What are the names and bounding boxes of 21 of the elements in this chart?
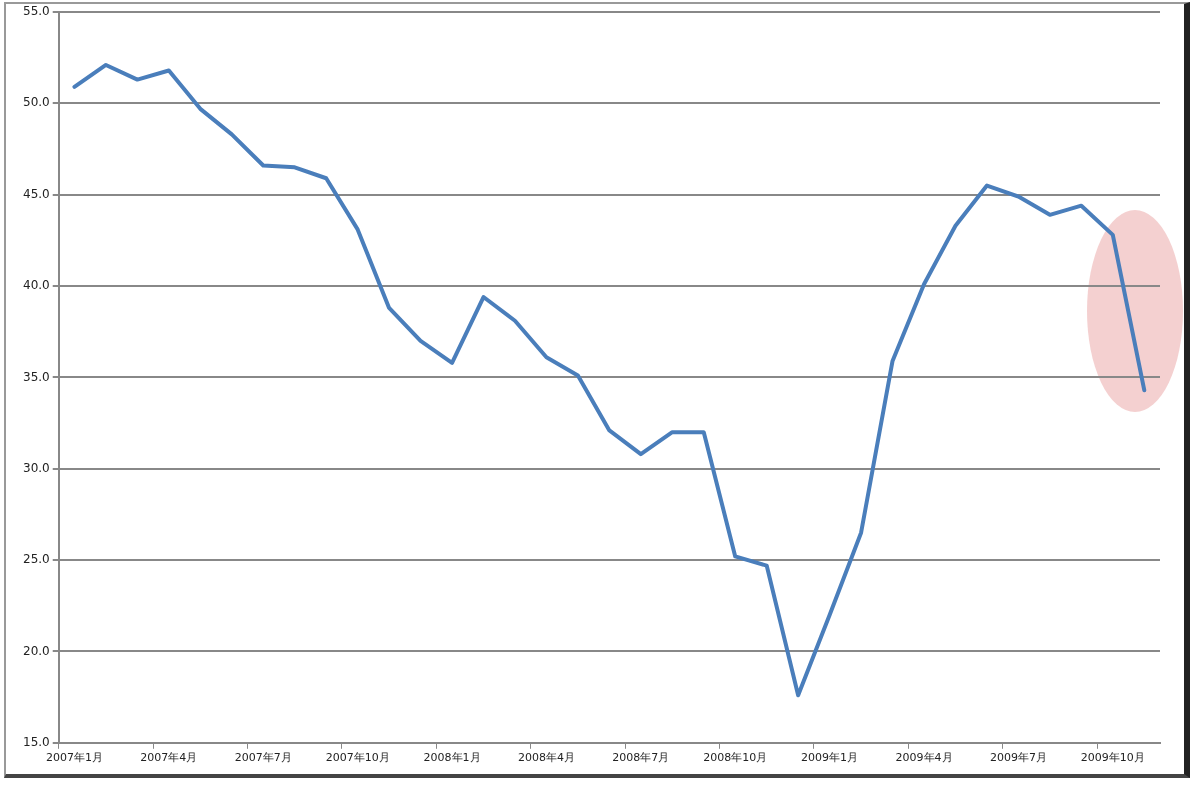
x-tick-label: 2008年10月 (703, 751, 768, 765)
x-tick-label: 2009年7月 (989, 751, 1047, 765)
x-tick-label: 2007年1月 (45, 751, 103, 765)
x-tick-label: 2009年4月 (895, 751, 953, 765)
y-tick-label: 20.0 (23, 643, 50, 658)
x-tick-label: 2008年4月 (517, 751, 575, 765)
y-tick-label: 45.0 (23, 186, 50, 201)
y-tick-label: 15.0 (23, 734, 50, 749)
y-tick-label: 55.0 (23, 4, 50, 19)
x-tick-label: 2007年10月 (325, 751, 390, 765)
y-tick-label: 35.0 (23, 369, 50, 384)
y-tick-label: 40.0 (23, 278, 50, 293)
x-tick-label: 2008年7月 (612, 751, 670, 765)
x-tick-label: 2009年10月 (1080, 751, 1145, 765)
x-tick-label: 2009年1月 (801, 751, 859, 765)
y-tick-label: 30.0 (23, 460, 50, 475)
x-tick-label: 2007年4月 (140, 751, 198, 765)
x-tick-label: 2008年1月 (423, 751, 481, 765)
y-tick-label: 25.0 (23, 552, 50, 567)
x-tick-label: 2007年7月 (234, 751, 292, 765)
y-tick-label: 50.0 (23, 95, 50, 110)
